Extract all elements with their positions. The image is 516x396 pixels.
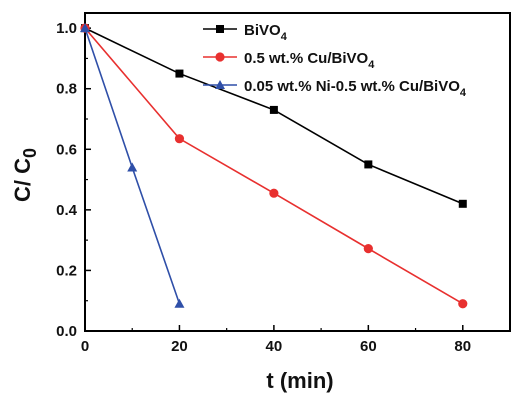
y-tick-label: 1.0 xyxy=(56,20,77,37)
legend-label-main: 0.5 wt.% Cu/BiVO xyxy=(244,50,369,67)
data-point xyxy=(269,188,279,198)
legend-marker xyxy=(216,25,224,33)
y-axis-title: C/ C0 xyxy=(10,148,40,202)
axis-ticks: 0 20 40 60 80 0.0 0.2 0.4 0.6 0.8 1.0 xyxy=(56,20,471,355)
data-point xyxy=(174,298,185,308)
y-tick-label: 0.6 xyxy=(56,141,77,158)
data-point xyxy=(364,160,373,169)
data-point xyxy=(269,105,278,114)
legend-label: BiVO4 xyxy=(244,22,288,43)
x-axis-title: t (min) xyxy=(266,368,333,393)
legend-label-main: BiVO xyxy=(244,22,281,39)
legend-label: 0.5 wt.% Cu/BiVO4 xyxy=(244,50,375,71)
data-point xyxy=(458,199,467,208)
x-tick-label: 0 xyxy=(81,338,89,355)
series-line xyxy=(84,27,464,305)
series-layer xyxy=(80,23,468,309)
legend-entry-2: 0.5 wt.% Cu/BiVO4 xyxy=(203,50,375,71)
series-3 xyxy=(80,23,185,308)
legend-marker xyxy=(215,80,225,89)
y-tick-label: 0.2 xyxy=(56,262,77,279)
data-point xyxy=(174,134,185,144)
data-point xyxy=(458,299,468,309)
legend-label-sub: 4 xyxy=(368,59,375,71)
legend-label-sub: 4 xyxy=(460,87,467,99)
x-tick-label: 20 xyxy=(171,338,188,355)
x-tick-label: 40 xyxy=(266,338,283,355)
y-tick-label: 0.0 xyxy=(56,323,77,340)
y-tick-label: 0.4 xyxy=(56,202,78,219)
y-tick-label: 0.8 xyxy=(56,81,77,98)
data-point xyxy=(80,23,90,33)
series-2 xyxy=(80,23,468,309)
y-axis-title-main: C/ C xyxy=(10,158,35,202)
x-tick-label: 80 xyxy=(454,338,471,355)
legend-entry-1: BiVO4 xyxy=(203,22,288,43)
legend-entry-3: 0.05 wt.% Ni-0.5 wt.% Cu/BiVO4 xyxy=(203,78,467,99)
legend-marker xyxy=(215,52,225,62)
data-point xyxy=(175,69,184,78)
plot-frame xyxy=(84,12,511,332)
legend-label: 0.05 wt.% Ni-0.5 wt.% Cu/BiVO4 xyxy=(244,78,467,99)
plot-border xyxy=(84,12,511,332)
data-point xyxy=(127,162,138,172)
data-point xyxy=(363,244,373,254)
legend-label-main: 0.05 wt.% Ni-0.5 wt.% Cu/BiVO xyxy=(244,78,460,95)
legend-label-sub: 4 xyxy=(281,31,288,43)
y-axis-title-sub: 0 xyxy=(20,148,40,158)
x-tick-label: 60 xyxy=(360,338,377,355)
